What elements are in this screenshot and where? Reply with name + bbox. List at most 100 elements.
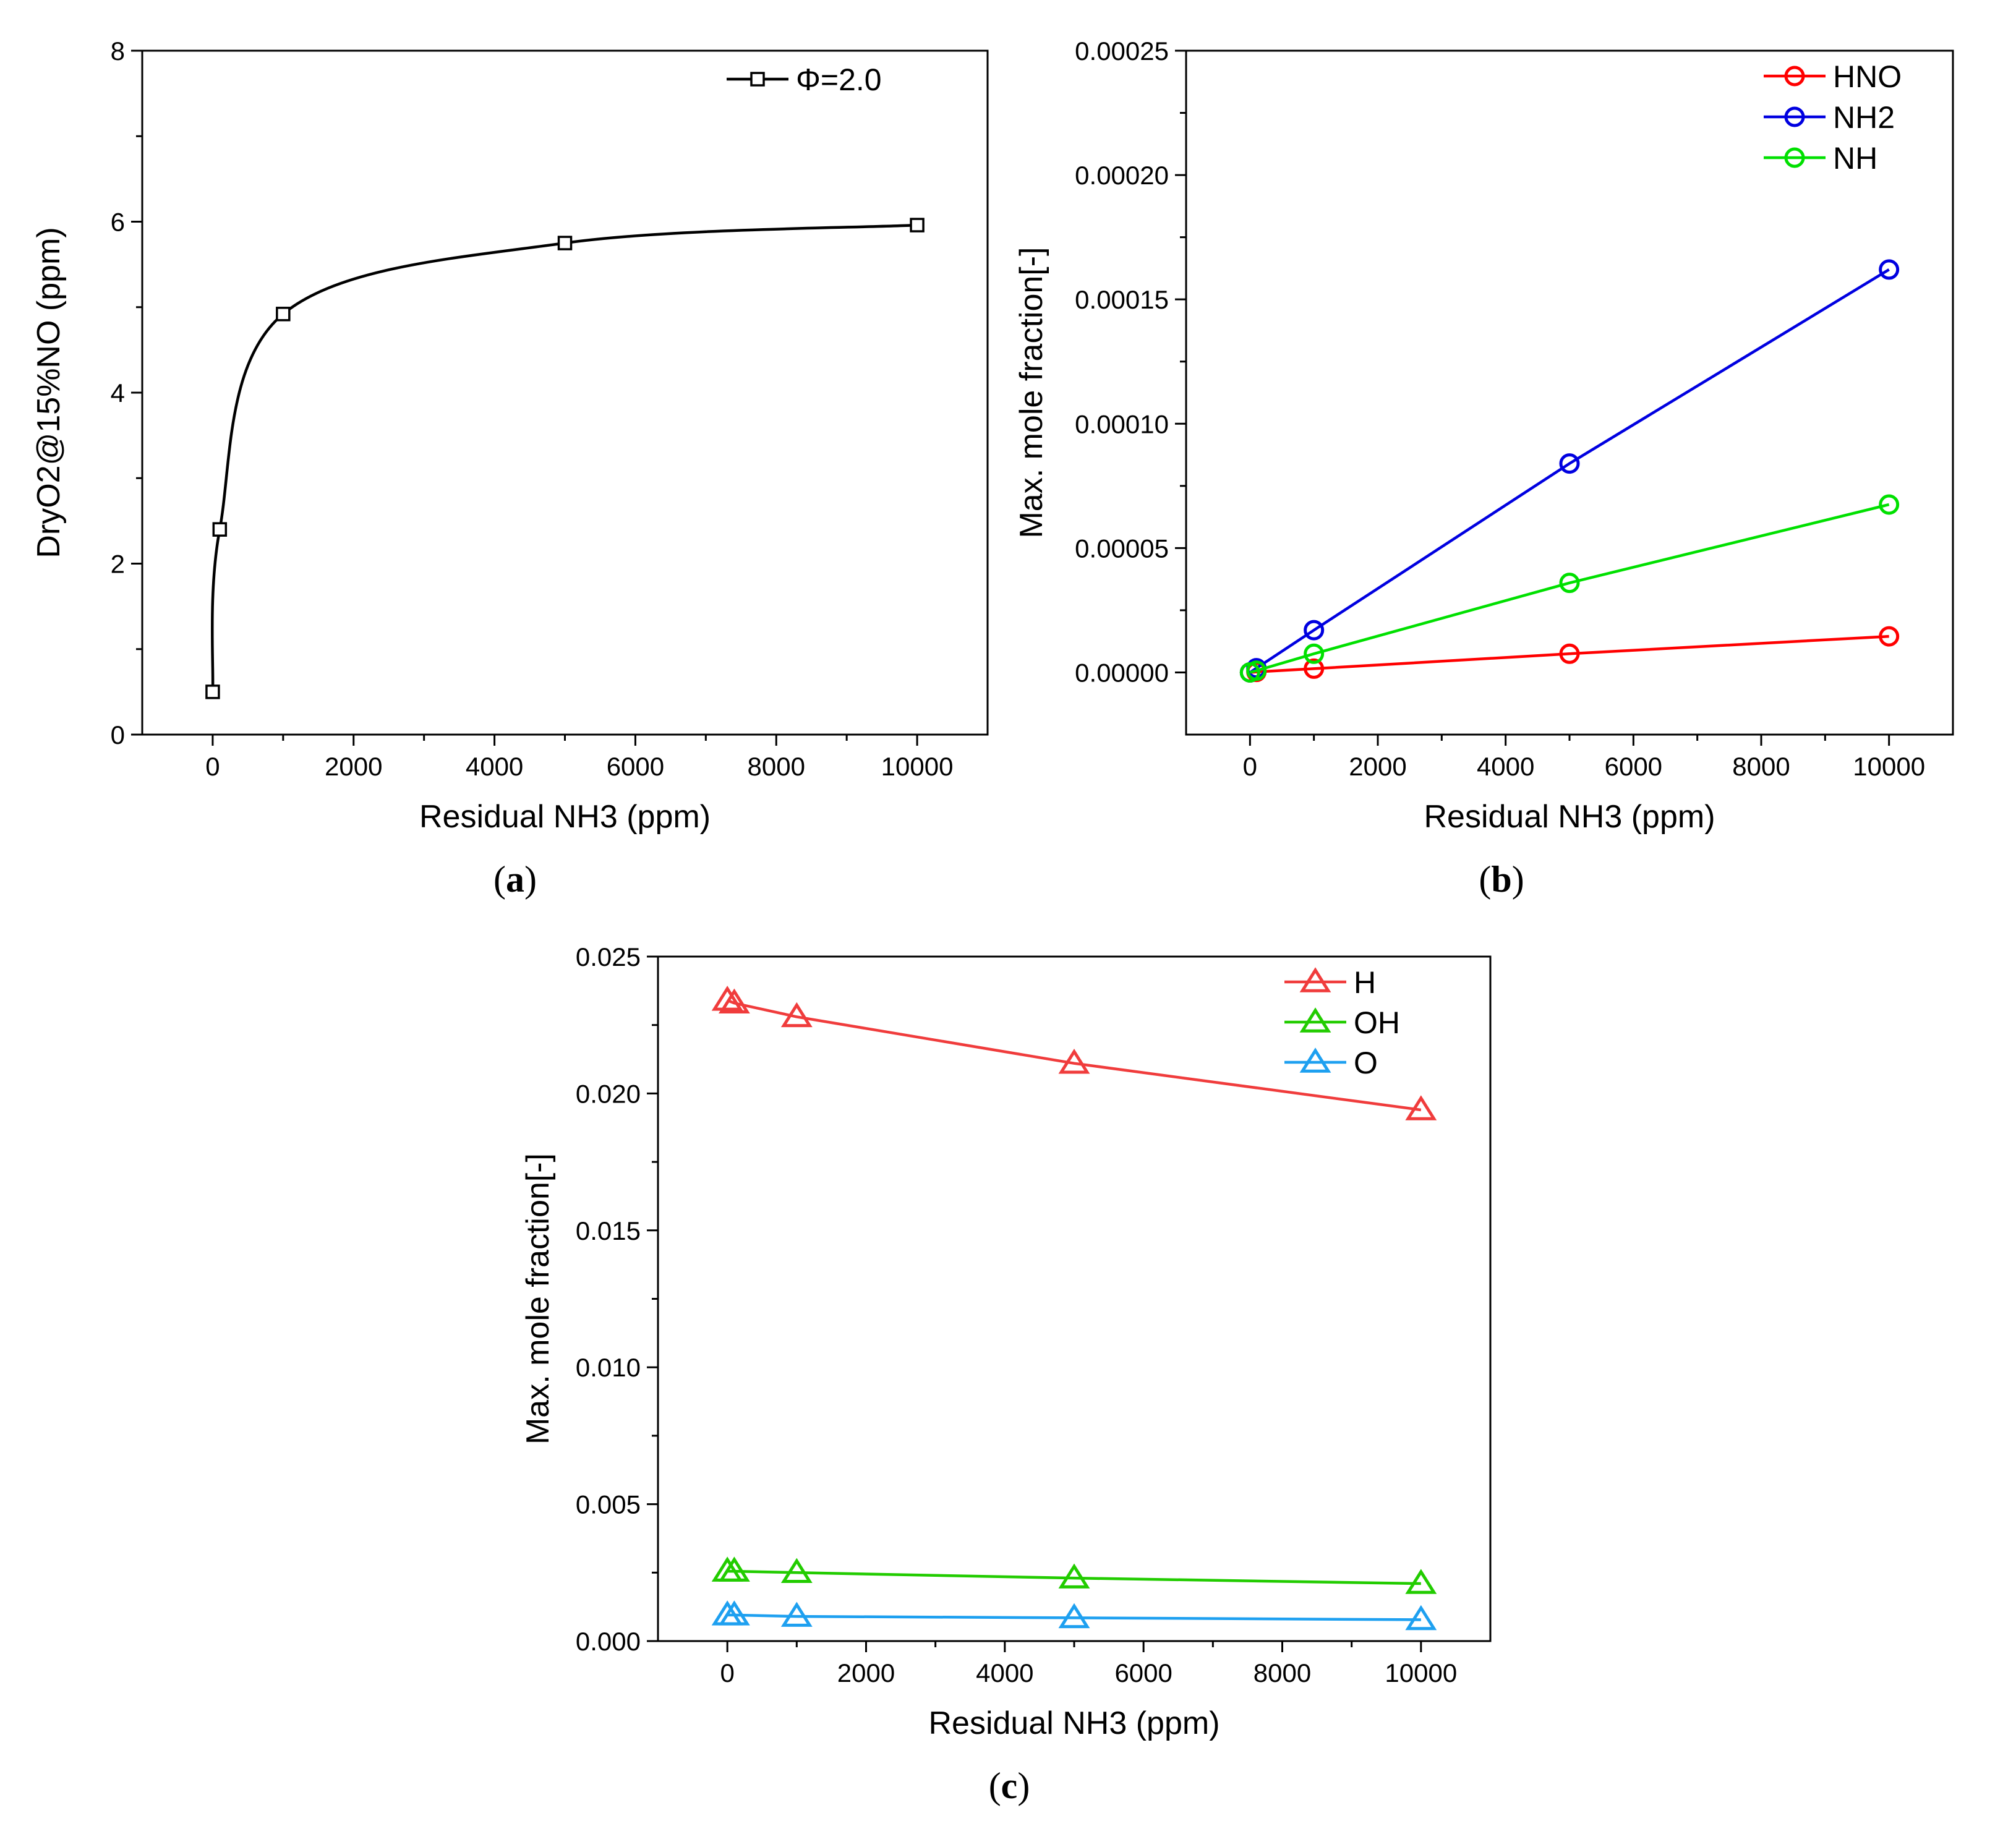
y-tick-label: 0.000 xyxy=(576,1627,641,1656)
x-tick-label: 4000 xyxy=(1477,752,1534,781)
x-tick-label: 10000 xyxy=(1853,752,1925,781)
x-tick-label: 6000 xyxy=(1605,752,1662,781)
panel-caption-part: b xyxy=(1491,859,1511,900)
data-point xyxy=(205,685,220,699)
series-line xyxy=(727,999,1422,1112)
y-tick-label: 0.015 xyxy=(576,1216,641,1245)
data-point xyxy=(1879,626,1900,647)
y-tick-label: 0.00000 xyxy=(1075,658,1169,687)
panel-caption-part: a xyxy=(506,859,524,900)
panel-caption-part: ) xyxy=(1512,859,1524,900)
panel-caption-part: ( xyxy=(1479,859,1491,900)
y-tick-label: 0.00005 xyxy=(1075,534,1169,563)
data-point xyxy=(780,1002,813,1028)
series-line xyxy=(210,223,918,692)
x-tick-label: 4000 xyxy=(466,752,523,781)
legend-label-NH2: NH2 xyxy=(1833,100,1895,135)
x-tick-label: 8000 xyxy=(1254,1658,1311,1687)
data-point xyxy=(1405,1569,1437,1594)
data-point xyxy=(1405,1095,1437,1120)
x-tick-label: 2000 xyxy=(1349,752,1406,781)
data-point xyxy=(1304,643,1325,664)
legend-marker xyxy=(1784,106,1805,127)
data-point xyxy=(212,522,228,537)
legend-label-O: O xyxy=(1354,1046,1378,1080)
data-point xyxy=(780,1558,813,1584)
y-axis-title: Max. mole fraction[-] xyxy=(1014,247,1049,538)
legend-label-H: H xyxy=(1354,965,1376,1000)
y-tick-label: 0.00010 xyxy=(1075,409,1169,438)
y-tick-label: 2 xyxy=(111,550,125,579)
plot-frame xyxy=(141,49,989,736)
y-tick-label: 4 xyxy=(111,378,125,407)
series-O xyxy=(711,1600,1437,1631)
chart-panel-c: 0 2000 4000 6000 8000 10000 0.000 0.005 0.010 0.0… xyxy=(520,942,1492,1806)
data-point xyxy=(1058,1603,1090,1629)
data-point xyxy=(1879,494,1900,515)
panel-caption: (c) xyxy=(989,1765,1030,1806)
panel-caption-part: ( xyxy=(493,859,506,900)
x-tick-label: 0 xyxy=(720,1658,734,1687)
x-tick-label: 0 xyxy=(1243,752,1257,781)
y-tick-label: 0.005 xyxy=(576,1490,641,1519)
chart-panel-b: 0 2000 4000 6000 8000 10000 0.00000 0.00005 0.00… xyxy=(1014,36,1954,900)
series-NH2 xyxy=(1239,259,1900,683)
data-point xyxy=(1246,660,1267,681)
y-tick-label: 0.020 xyxy=(576,1079,641,1108)
x-axis-title: Residual NH3 (ppm) xyxy=(1424,799,1715,835)
x-tick-label: 2000 xyxy=(325,752,382,781)
data-point xyxy=(780,1602,813,1627)
legend-marker xyxy=(1784,66,1805,87)
panel-caption-part: ) xyxy=(1017,1765,1030,1806)
legend-marker xyxy=(1299,967,1331,992)
legend-marker xyxy=(750,72,765,87)
panel-caption: (b) xyxy=(1479,859,1524,900)
x-tick-label: 8000 xyxy=(748,752,805,781)
x-tick-label: 0 xyxy=(205,752,220,781)
y-tick-label: 0 xyxy=(111,720,125,749)
data-point xyxy=(1058,1048,1090,1074)
panel-caption-part: c xyxy=(1001,1765,1018,1806)
y-tick-label: 0.00015 xyxy=(1075,285,1169,314)
x-tick-label: 2000 xyxy=(837,1658,895,1687)
y-tick-label: 0.010 xyxy=(576,1353,641,1382)
legend-label-NH: NH xyxy=(1833,141,1877,176)
y-tick-label: 0.00025 xyxy=(1075,36,1169,66)
x-tick-label: 6000 xyxy=(1114,1658,1172,1687)
panel-caption: (a) xyxy=(493,859,537,900)
data-point xyxy=(718,988,750,1014)
legend-marker xyxy=(1784,147,1805,168)
y-tick-label: 6 xyxy=(111,208,125,237)
series-line xyxy=(727,1613,1421,1621)
data-point xyxy=(711,986,743,1011)
data-point xyxy=(1304,658,1325,679)
data-point xyxy=(1405,1605,1437,1631)
series-Φ=2.0 xyxy=(205,218,925,699)
data-point xyxy=(718,1556,750,1582)
chart-panel-a: 0 2000 4000 6000 8000 10000 0 2 4 6 8 Residual NH3 … xyxy=(31,36,989,900)
series-H xyxy=(711,986,1437,1120)
y-axis-title: DryO2@15%NO (ppm) xyxy=(31,227,67,558)
panel-caption-part: ( xyxy=(989,1765,1001,1806)
legend-marker xyxy=(1299,1047,1331,1073)
series-line xyxy=(727,1569,1421,1585)
data-point xyxy=(276,307,291,322)
x-axis-title: Residual NH3 (ppm) xyxy=(419,799,711,835)
legend-marker xyxy=(1299,1007,1331,1033)
data-point xyxy=(1879,259,1900,280)
x-tick-label: 10000 xyxy=(1385,1658,1457,1687)
y-tick-label: 8 xyxy=(111,36,125,66)
data-point xyxy=(718,1600,750,1626)
series-NH xyxy=(1239,494,1900,683)
data-point xyxy=(1304,620,1325,641)
series-HNO xyxy=(1239,626,1900,683)
legend-label-HNO: HNO xyxy=(1833,59,1902,94)
legend-label-OH: OH xyxy=(1354,1005,1400,1040)
x-tick-label: 6000 xyxy=(607,752,664,781)
data-point xyxy=(1559,643,1580,664)
x-tick-label: 4000 xyxy=(976,1658,1033,1687)
x-tick-label: 10000 xyxy=(881,752,954,781)
x-axis-title: Residual NH3 (ppm) xyxy=(928,1705,1219,1741)
y-tick-label: 0.00020 xyxy=(1075,161,1169,190)
